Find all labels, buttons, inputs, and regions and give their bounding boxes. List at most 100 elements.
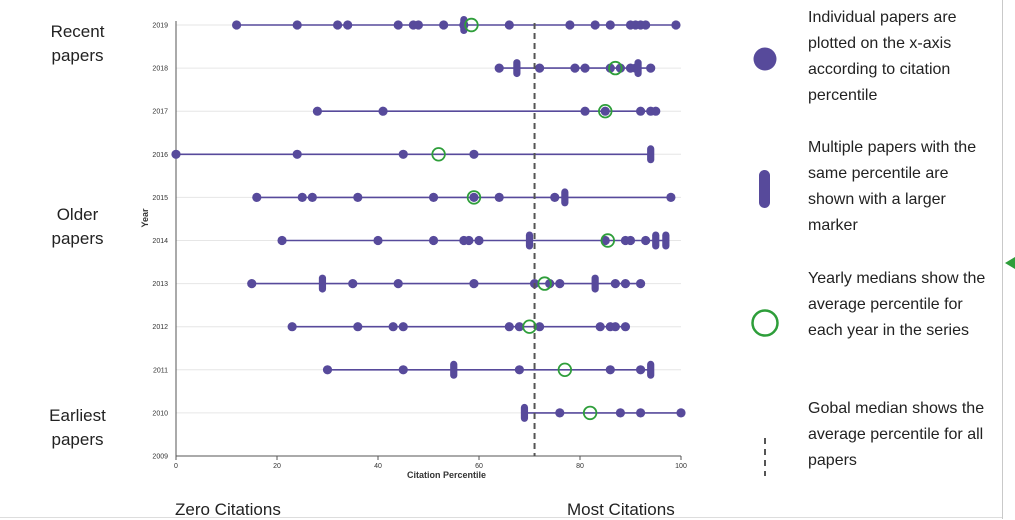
edge-arrow-icon (1005, 257, 1015, 269)
paper-point-2011-3 (605, 365, 615, 375)
paper-point-2012-2 (388, 322, 398, 332)
paper-point-2014-2 (428, 235, 439, 246)
paper-point-2012-0 (287, 322, 297, 332)
paper-point-2016-1 (292, 149, 302, 159)
paper-point-2016-2 (398, 149, 408, 159)
paper-point-2019-9 (504, 20, 514, 30)
most-citations-label: Most Citations (567, 500, 675, 519)
paper-point-2013-8 (620, 279, 631, 289)
x-axis-label: Citation Percentile (407, 470, 486, 480)
yearly-median-2018 (608, 60, 623, 76)
paper-point-2012-1 (353, 322, 363, 332)
paper-point-2017-1 (378, 106, 388, 116)
paper-point-2010-1 (615, 408, 626, 418)
paper-point-2013-1 (348, 279, 358, 289)
paper-point-2019-3 (343, 20, 353, 30)
y-tick-2019: 2019 (152, 23, 168, 30)
earliest-papers-label: Earliest papers (49, 406, 106, 449)
paper-point-2013-3 (469, 279, 479, 289)
legend-ring-icon (751, 309, 779, 337)
paper-point-2015-2 (307, 192, 317, 202)
paper-point-2013-7 (610, 279, 620, 289)
paper-point-2019-17 (671, 20, 681, 30)
paper-point-2017-2 (580, 106, 590, 116)
x-tick-100: 100 (675, 463, 687, 470)
multi-paper-marker-2011-0 (450, 360, 458, 379)
paper-point-2018-4 (605, 63, 615, 73)
multi-paper-marker-2011-1 (647, 360, 655, 379)
paper-point-2014-5 (474, 235, 484, 246)
multi-paper-marker-2014-0 (525, 231, 534, 250)
y-tick-2010: 2010 (152, 410, 168, 417)
paper-point-2014-8 (625, 235, 636, 246)
paper-point-2011-4 (636, 365, 646, 375)
yearly-median-2019 (464, 17, 479, 33)
paper-point-2017-6 (651, 106, 661, 116)
frame-right-border (1002, 0, 1003, 519)
paper-point-2018-1 (535, 63, 545, 73)
paper-point-2012-10 (620, 322, 631, 332)
paper-point-2019-10 (565, 20, 575, 30)
multi-paper-marker-2018-0 (513, 59, 521, 78)
multi-paper-marker-2014-2 (662, 231, 670, 250)
paper-point-2019-4 (393, 20, 403, 30)
multi-paper-marker-2013-0 (318, 274, 327, 293)
multi-paper-marker-2015-0 (561, 188, 569, 207)
paper-point-2013-5 (545, 279, 555, 289)
y-tick-2014: 2014 (152, 238, 168, 245)
yearly-median-2016 (431, 147, 446, 162)
paper-point-2015-5 (469, 192, 479, 202)
paper-point-2012-7 (595, 322, 605, 332)
y-tick-2018: 2018 (152, 66, 168, 73)
x-tick-40: 40 (374, 463, 382, 470)
y-tick-2013: 2013 (152, 281, 168, 288)
recent-papers-label: Recent papers (50, 22, 105, 65)
y-tick-2017: 2017 (152, 109, 168, 116)
yearly-median-2014 (600, 233, 615, 248)
legend-pill-icon (759, 170, 770, 208)
paper-point-2015-4 (428, 192, 439, 202)
yearly-median-2017 (598, 103, 613, 119)
yearly-median-2010 (582, 405, 598, 421)
multi-paper-marker-2014-1 (652, 231, 660, 250)
zero-citations-label: Zero Citations (175, 500, 281, 519)
legend-text-yearly-median: Yearly medians show the average percenti… (808, 270, 986, 339)
paper-point-2016-0 (171, 149, 181, 159)
legend-dash-icon (764, 438, 766, 476)
frame-bottom-border (0, 517, 1002, 518)
paper-point-2017-3 (600, 106, 610, 116)
yearly-median-2012 (522, 319, 537, 334)
paper-point-2017-0 (312, 106, 322, 116)
paper-point-2011-2 (514, 365, 525, 375)
paper-point-2018-0 (494, 63, 504, 73)
legend-text-individual: Individual papers are plotted on the x-a… (808, 9, 957, 104)
y-tick-2015: 2015 (152, 195, 168, 202)
legend-text-global-median: Gobal median shows the average percentil… (808, 400, 985, 469)
paper-point-2018-5 (615, 63, 626, 73)
paper-point-2012-3 (398, 322, 408, 332)
y-tick-2012: 2012 (152, 324, 168, 331)
paper-point-2014-4 (464, 235, 474, 246)
paper-point-2013-9 (636, 279, 646, 289)
legend-dot-icon (753, 47, 777, 71)
paper-point-2019-2 (333, 20, 343, 30)
paper-point-2019-1 (292, 20, 302, 30)
multi-paper-marker-2013-1 (591, 274, 599, 293)
paper-point-2018-3 (580, 63, 590, 73)
paper-point-2010-0 (555, 408, 565, 418)
paper-point-2014-9 (641, 235, 651, 246)
y-tick-2009: 2009 (152, 454, 168, 461)
paper-point-2012-5 (514, 322, 525, 332)
paper-point-2017-4 (636, 106, 646, 116)
paper-point-2018-2 (570, 63, 580, 73)
yearly-median-2015 (466, 190, 482, 205)
y-tick-2016: 2016 (152, 152, 168, 159)
y-axis-label: Year (140, 208, 150, 228)
paper-point-2014-6 (600, 235, 610, 246)
paper-point-2013-2 (393, 279, 403, 289)
paper-point-2012-4 (504, 322, 514, 332)
paper-point-2013-6 (555, 279, 565, 289)
paper-point-2019-12 (605, 20, 615, 30)
paper-point-2010-3 (676, 408, 686, 418)
legend-text-multiple: Multiple papers with the same percentile… (808, 139, 977, 234)
